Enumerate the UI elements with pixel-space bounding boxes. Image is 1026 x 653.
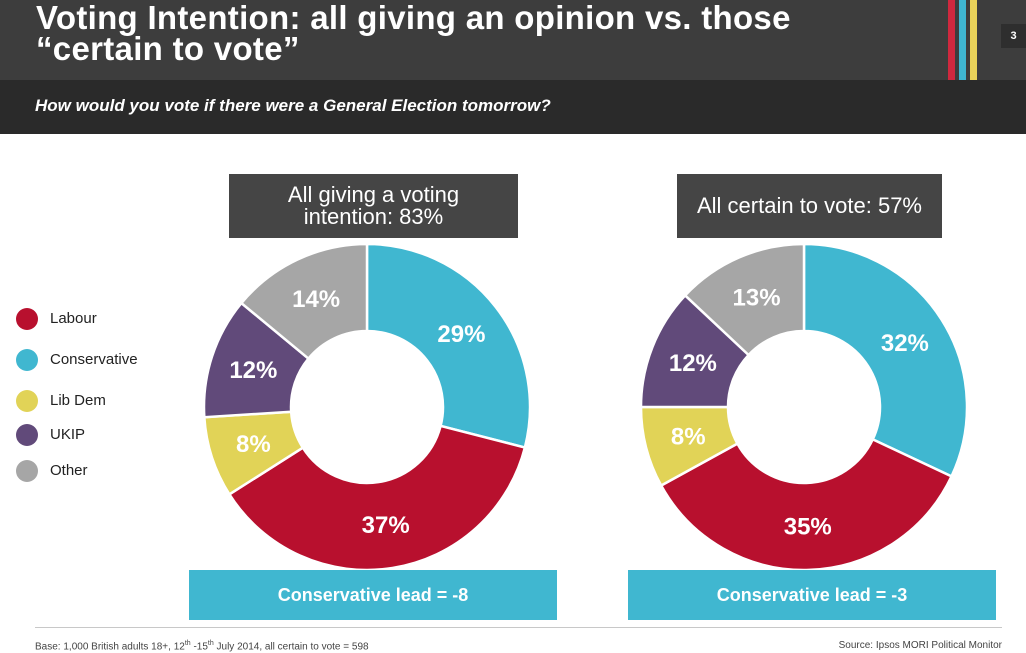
slice-label-libdem: 8% bbox=[671, 424, 706, 451]
legend-label-ukip: UKIP bbox=[50, 426, 86, 443]
survey-question: How would you vote if there were a Gener… bbox=[35, 96, 551, 115]
footer-divider bbox=[35, 627, 1002, 628]
slice-label-ukip: 12% bbox=[229, 357, 277, 384]
page-number: 3 bbox=[1001, 24, 1026, 48]
chart-1-title: All giving a voting intention: 83% bbox=[229, 174, 518, 238]
slice-label-conservative: 32% bbox=[881, 330, 929, 357]
stripe-red bbox=[948, 0, 955, 80]
chart-2-title: All certain to vote: 57% bbox=[677, 174, 942, 238]
legend-dot-ukip bbox=[16, 424, 38, 446]
legend-dot-other bbox=[16, 460, 38, 482]
legend-label-other: Other bbox=[50, 462, 88, 479]
footer-base-prefix: Base: 1,000 British adults 18+, 12 bbox=[35, 641, 185, 653]
page-title: Voting Intention: all giving an opinion … bbox=[36, 0, 791, 67]
slice-labour bbox=[659, 437, 954, 572]
slice-label-labour: 35% bbox=[784, 513, 832, 540]
slice-label-ukip: 12% bbox=[669, 350, 717, 377]
slice-conservative bbox=[802, 242, 969, 479]
legend-item-conservative: Conservative bbox=[16, 349, 216, 373]
chart-2-donut: 32% 35% 8% 12% 13% bbox=[639, 242, 969, 572]
footer-source: Source: Ipsos MORI Political Monitor bbox=[838, 640, 1002, 651]
stripe-yellow bbox=[970, 0, 977, 80]
header-bar: Voting Intention: all giving an opinion … bbox=[0, 0, 1026, 80]
slice-label-other: 13% bbox=[733, 284, 781, 311]
chart-2-lead-box: Conservative lead = -3 bbox=[628, 570, 996, 620]
legend-item-ukip: UKIP bbox=[16, 424, 216, 448]
slice-label-other: 14% bbox=[292, 286, 340, 313]
stripe-blue bbox=[959, 0, 966, 80]
legend-item-labour: Labour bbox=[16, 308, 216, 332]
chart-1-lead-box: Conservative lead = -8 bbox=[189, 570, 557, 620]
legend-dot-libdem bbox=[16, 390, 38, 412]
legend-dot-labour bbox=[16, 308, 38, 330]
legend-dot-conservative bbox=[16, 349, 38, 371]
footer-base-suffix: July 2014, all certain to vote = 598 bbox=[213, 641, 369, 653]
chart-1-donut: 29% 37% 8% 12% 14% bbox=[202, 242, 532, 572]
footer-sup-1: th bbox=[184, 640, 191, 647]
legend-label-libdem: Lib Dem bbox=[50, 392, 106, 409]
footer-sup-2: th bbox=[207, 640, 214, 647]
slice-label-conservative: 29% bbox=[437, 321, 485, 348]
slice-conservative bbox=[365, 242, 532, 450]
legend-item-other: Other bbox=[16, 460, 216, 484]
slice-label-libdem: 8% bbox=[236, 431, 271, 458]
slice-other bbox=[683, 242, 806, 357]
legend-item-libdem: Lib Dem bbox=[16, 390, 216, 414]
slice-labour bbox=[227, 424, 527, 572]
legend-label-conservative: Conservative bbox=[50, 351, 138, 368]
slice-other bbox=[239, 242, 369, 361]
footer-base-mid: -15 bbox=[190, 641, 208, 653]
slice-label-labour: 37% bbox=[362, 512, 410, 539]
footer-base-note: Base: 1,000 British adults 18+, 12th -15… bbox=[35, 640, 369, 652]
legend-label-labour: Labour bbox=[50, 310, 97, 327]
question-bar: How would you vote if there were a Gener… bbox=[0, 80, 1026, 134]
